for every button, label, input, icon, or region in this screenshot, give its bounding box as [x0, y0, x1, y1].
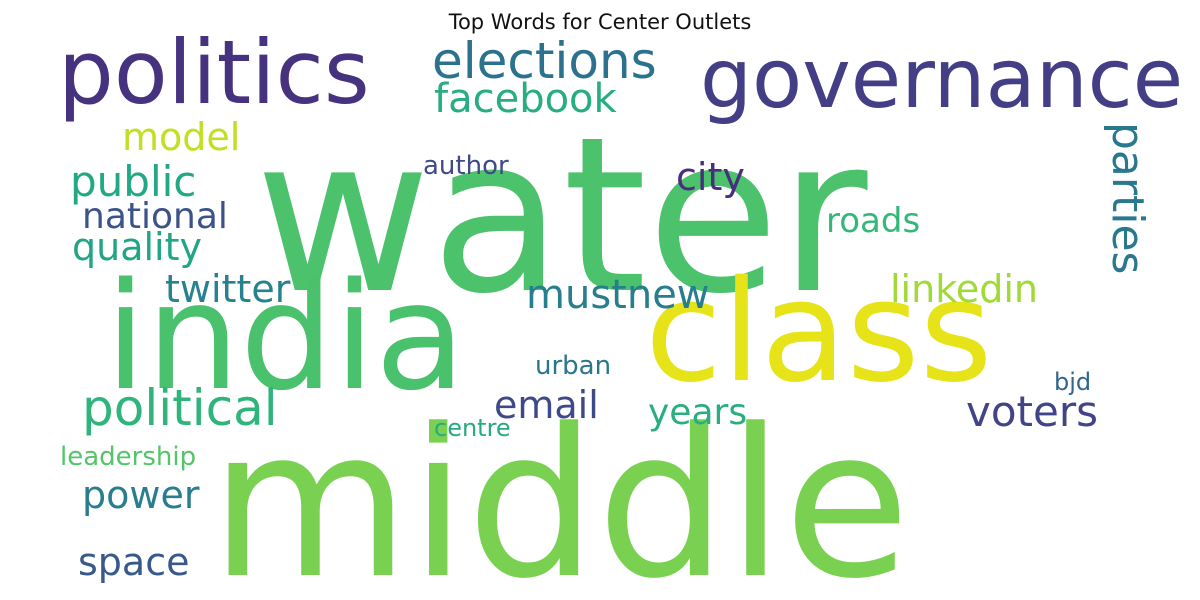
word-water: water	[255, 90, 868, 341]
word-space: space	[78, 540, 189, 584]
chart-title: Top Words for Center Outlets	[448, 10, 752, 34]
word-mustnew: mustnew	[526, 272, 710, 318]
word-email: email	[494, 383, 599, 427]
word-linkedin: linkedin	[890, 267, 1038, 311]
word-public: public	[70, 157, 196, 206]
word-city: city	[676, 155, 745, 199]
word-power: power	[82, 473, 200, 517]
word-politics: politics	[58, 21, 370, 124]
word-facebook: facebook	[434, 76, 618, 122]
word-model: model	[122, 115, 240, 159]
word-roads: roads	[826, 201, 920, 241]
word-years: years	[648, 392, 747, 433]
word-quality: quality	[72, 225, 202, 269]
word-india: india	[105, 251, 466, 423]
word-voters: voters	[966, 387, 1098, 436]
word-centre: centre	[434, 414, 511, 442]
word-author: author	[423, 151, 509, 181]
word-middle: middle	[210, 386, 910, 600]
word-twitter: twitter	[165, 267, 291, 311]
word-governance: governance	[700, 32, 1183, 127]
word-urban: urban	[535, 351, 611, 381]
word-class: class	[645, 251, 993, 414]
word-leadership: leadership	[60, 442, 196, 472]
word-elections: elections	[432, 32, 657, 90]
word-national: national	[82, 196, 228, 237]
word-political: political	[82, 379, 278, 437]
word-parties: parties	[1102, 122, 1153, 274]
word-bjd: bjd	[1054, 368, 1091, 396]
